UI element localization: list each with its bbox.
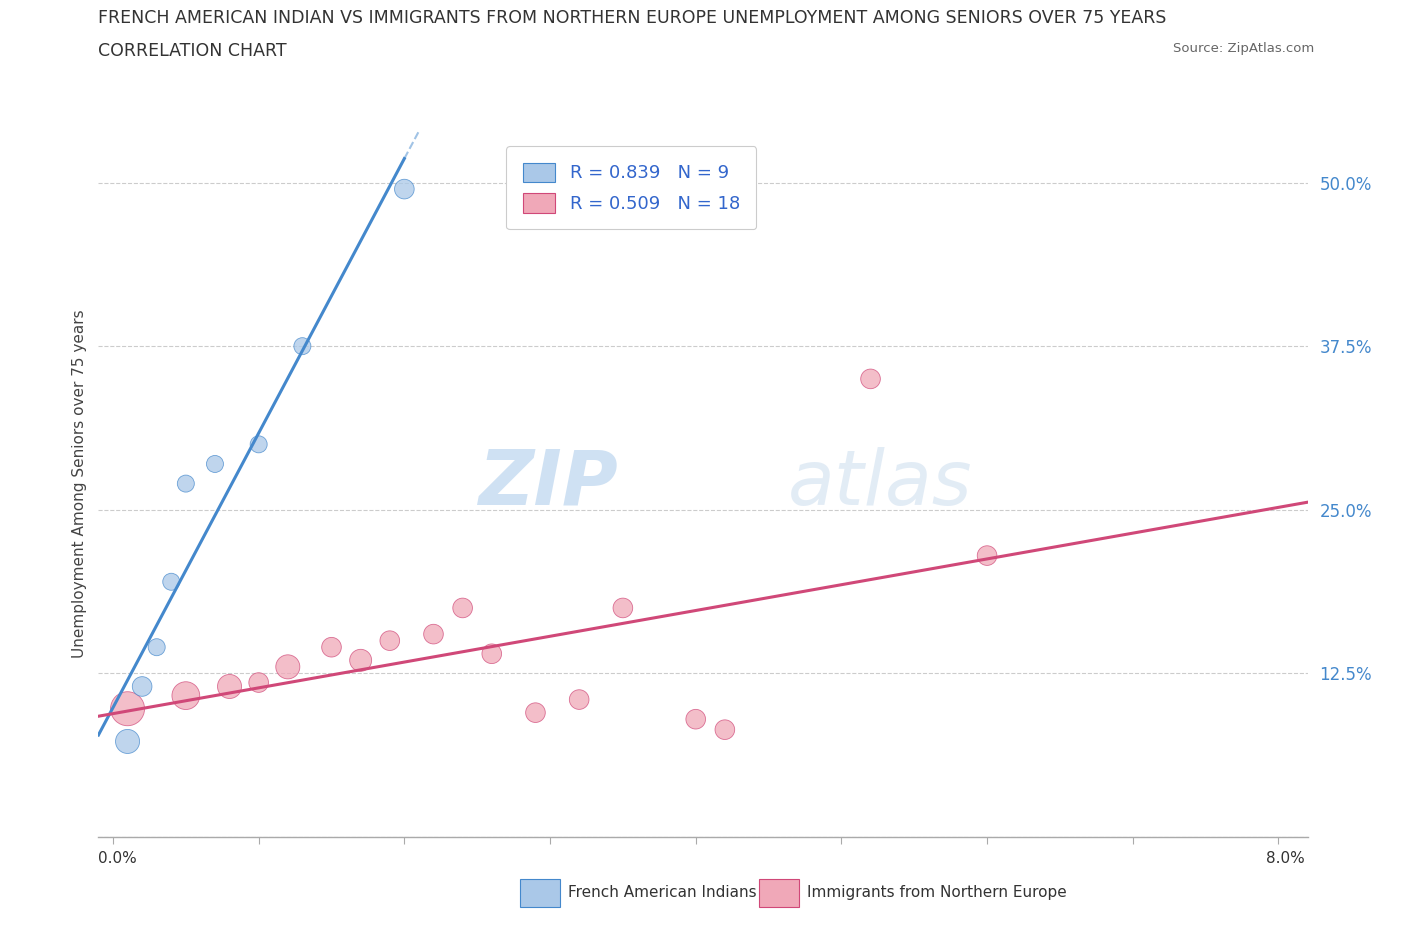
Text: atlas: atlas (787, 446, 972, 521)
Point (145, 640, 167, 655)
Y-axis label: Unemployment Among Seniors over 75 years: Unemployment Among Seniors over 75 years (72, 310, 87, 658)
Point (378, 633, 401, 648)
Point (247, 675, 270, 690)
Point (131, 679, 153, 694)
Text: 0.0%: 0.0% (98, 851, 138, 866)
Point (321, 640, 343, 655)
Point (612, 601, 634, 616)
Point (976, 548, 998, 563)
Point (247, 437, 270, 452)
Point (859, 371, 882, 386)
Point (714, 723, 737, 737)
Text: CORRELATION CHART: CORRELATION CHART (98, 42, 287, 60)
Text: French American Indians: French American Indians (568, 885, 756, 900)
Point (117, 701, 139, 716)
Point (117, 734, 139, 749)
Point (481, 646, 503, 661)
Text: ZIP: ZIP (478, 446, 619, 521)
Point (174, 688, 197, 703)
Text: Immigrants from Northern Europe: Immigrants from Northern Europe (807, 885, 1067, 900)
Point (350, 653, 373, 668)
Point (394, 181, 416, 196)
Point (218, 679, 240, 694)
Point (291, 339, 314, 353)
Legend: R = 0.839   N = 9, R = 0.509   N = 18: R = 0.839 N = 9, R = 0.509 N = 18 (506, 146, 756, 230)
Point (277, 659, 299, 674)
Point (160, 575, 183, 590)
Point (568, 692, 591, 707)
Point (174, 476, 197, 491)
Point (422, 627, 444, 642)
Point (524, 705, 547, 720)
Text: 8.0%: 8.0% (1265, 851, 1305, 866)
Point (451, 601, 474, 616)
Point (204, 457, 226, 472)
Text: FRENCH AMERICAN INDIAN VS IMMIGRANTS FROM NORTHERN EUROPE UNEMPLOYMENT AMONG SEN: FRENCH AMERICAN INDIAN VS IMMIGRANTS FRO… (98, 9, 1167, 27)
Point (685, 711, 707, 726)
Text: Source: ZipAtlas.com: Source: ZipAtlas.com (1174, 42, 1315, 55)
